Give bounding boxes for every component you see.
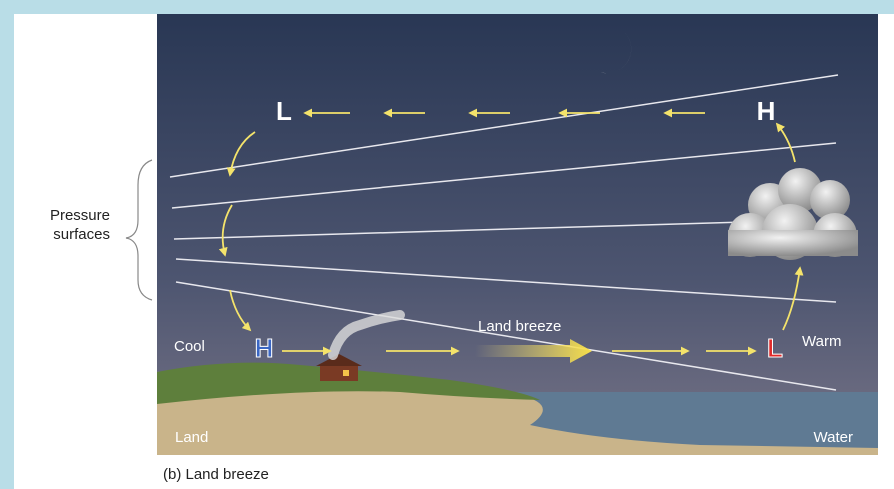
caption: (b) Land breeze [163,466,269,483]
flow-arrows [218,108,804,356]
hill [157,362,540,404]
surface-low: L [767,333,783,363]
cool-label: Cool [174,338,205,355]
flow-label: Land breeze [478,318,561,335]
smoke [328,310,405,360]
upper-high: H [757,96,776,126]
upper-low: L [276,96,292,126]
breeze-arrow [475,339,592,363]
brace [125,159,153,301]
pressure-label: Pressure [50,207,110,224]
cloud [728,168,858,260]
window [343,370,349,376]
house [320,365,358,381]
pressure-lines [169,74,839,391]
land-label: Land [175,429,208,446]
roof [316,354,362,366]
pressure-label: surfaces [53,226,110,243]
water-label: Water [814,429,853,446]
warm-label: Warm [802,333,841,350]
surface-high: H [255,333,274,363]
